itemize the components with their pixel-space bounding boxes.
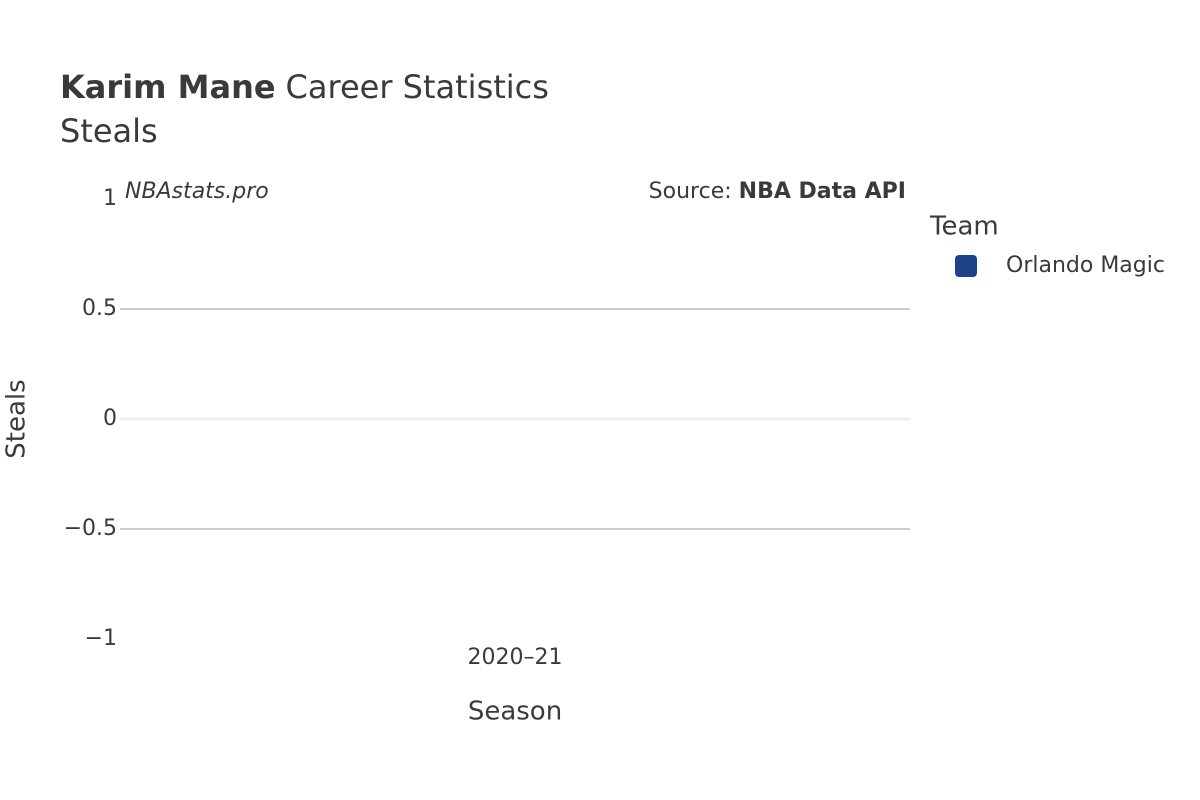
y-tick-label: 0.5	[82, 296, 117, 321]
legend-label: Orlando Magic	[1006, 253, 1165, 278]
y-tick-label: −0.5	[64, 516, 117, 541]
source: Source: NBA Data API	[649, 179, 906, 204]
legend-swatch	[955, 255, 977, 277]
legend-title: Team	[929, 212, 999, 242]
source-name: NBA Data API	[739, 179, 906, 204]
chart-subtitle: Steals	[60, 112, 158, 150]
x-axis-label: Season	[468, 697, 562, 727]
watermark: NBAstats.pro	[125, 179, 269, 204]
y-tick-label: 0	[103, 406, 117, 431]
title-rest: Career Statistics	[286, 68, 549, 106]
y-axis-label: Steals	[2, 379, 32, 458]
source-label: Source:	[649, 179, 732, 204]
title-bold: Karim Mane	[60, 68, 276, 106]
chart-title: Karim Mane Career Statistics	[60, 68, 549, 106]
x-tick-label: 2020–21	[468, 645, 563, 670]
y-tick-label: 1	[103, 186, 117, 211]
y-tick-label: −1	[85, 626, 117, 651]
